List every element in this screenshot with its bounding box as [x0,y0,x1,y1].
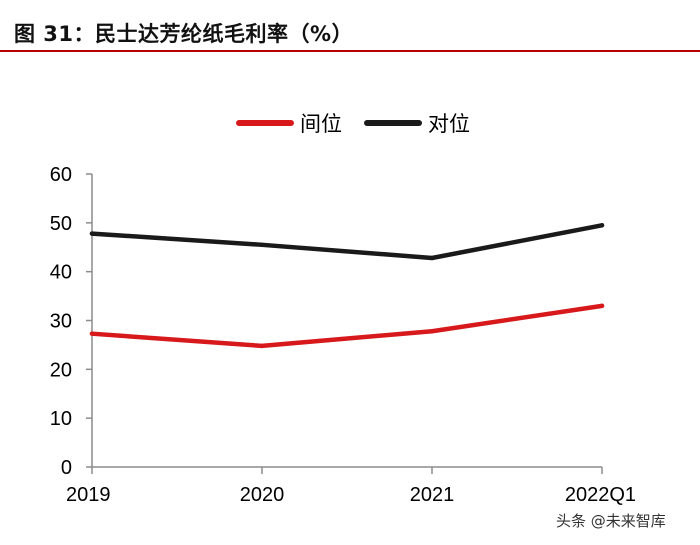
legend-label-series-1: 对位 [428,112,470,136]
data-point-series-0 [259,343,265,349]
x-tick-label: 2019 [66,484,111,506]
y-tick-label: 30 [50,311,72,333]
title-divider [0,50,700,52]
x-tick-label: 2021 [410,484,455,506]
series-line-1 [89,223,605,261]
legend-item-series-1: 对位 [364,108,470,138]
chart-legend: 间位 对位 [236,108,492,138]
legend-label-series-0: 间位 [300,112,342,136]
y-tick-label: 10 [50,408,72,430]
legend-swatch-series-0 [236,120,294,126]
legend-item-series-0: 间位 [236,108,342,138]
y-tick-label: 50 [50,213,72,235]
y-tick-label: 60 [50,164,72,186]
figure-title: 图 31：民士达芳纶纸毛利率（%） [14,22,354,46]
data-point-series-1 [599,223,605,228]
x-tick-label: 2022Q1 [565,484,636,506]
data-point-series-0 [89,331,95,336]
data-point-series-1 [429,255,435,261]
series-line-0 [89,303,605,349]
data-point-series-1 [89,231,95,236]
data-point-series-0 [599,303,605,309]
y-tick-label: 20 [50,359,72,381]
watermark-text: 头条 @未来智库 [556,512,666,530]
y-tick-label: 40 [50,262,72,284]
data-point-series-0 [429,329,435,334]
x-tick-label: 2020 [240,484,285,506]
data-point-series-1 [259,242,265,248]
y-tick-label: 0 [61,457,72,479]
legend-swatch-series-1 [364,120,422,126]
